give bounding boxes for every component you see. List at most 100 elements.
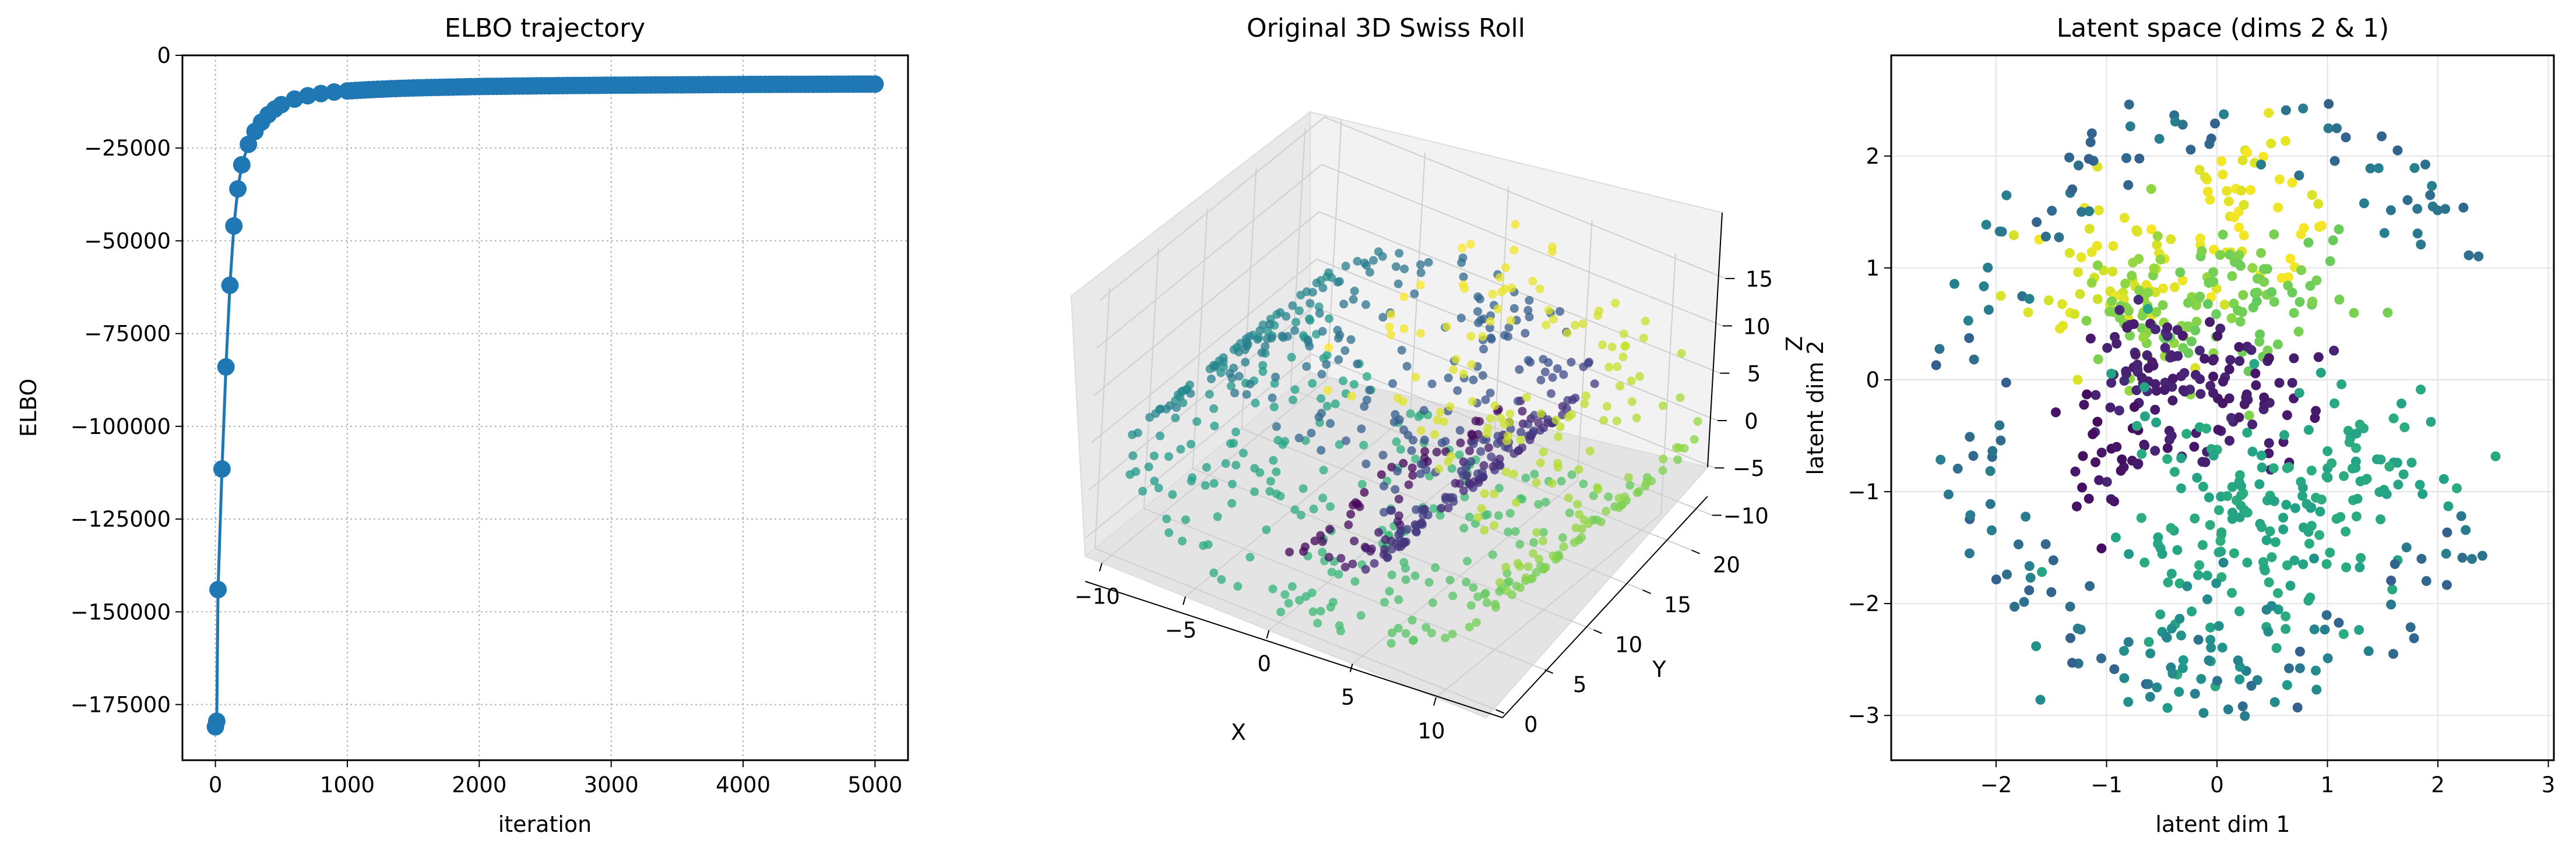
latent-point [2167, 396, 2178, 405]
swiss-roll-point [1516, 428, 1525, 437]
swiss-roll-point [1459, 524, 1469, 533]
latent-point [2073, 267, 2083, 277]
swiss-roll-point [1201, 481, 1210, 490]
swiss-roll-point [1386, 310, 1396, 319]
swiss-roll-point [1593, 483, 1602, 492]
swiss-roll-point [1276, 608, 1286, 617]
swiss-roll-point [1524, 431, 1533, 440]
swiss-roll-point [1416, 469, 1425, 478]
latent-point [2205, 195, 2215, 205]
swiss-roll-point [1285, 548, 1294, 557]
swiss-roll-point [1502, 586, 1511, 595]
elbo-marker [229, 180, 247, 198]
y-tick [1495, 709, 1505, 714]
latent-point [2195, 291, 2205, 302]
latent-point [2295, 297, 2305, 307]
latent-x-tick-label: −1 [2091, 772, 2123, 797]
latent-point [2128, 257, 2138, 268]
elbo-marker [325, 83, 343, 101]
latent-point [2272, 339, 2283, 350]
latent-point [2136, 513, 2146, 523]
swiss-roll-point [1305, 314, 1314, 323]
swiss-roll-point [1459, 369, 1468, 379]
swiss-roll-point [1209, 404, 1219, 413]
latent-point [2065, 601, 2075, 612]
latent-point [2238, 290, 2248, 300]
latent-point [1981, 220, 1991, 230]
latent-point [2160, 377, 2170, 388]
swiss-roll-point [1469, 375, 1478, 384]
latent-point [2193, 634, 2204, 645]
elbo-marker [286, 90, 304, 108]
swiss-roll-point [1308, 379, 1317, 388]
latent-point [2278, 513, 2289, 523]
swiss-roll-point [1305, 341, 1314, 351]
swiss-roll-point [1539, 564, 1549, 574]
swiss-roll-point [1483, 598, 1491, 608]
latent-point [2162, 322, 2173, 333]
latent-point [2142, 350, 2152, 361]
swiss-roll-point [1467, 360, 1476, 369]
latent-point [2165, 435, 2174, 445]
swiss-roll-point [1350, 577, 1360, 586]
swiss-roll-point [1530, 470, 1539, 479]
latent-point [2341, 132, 2351, 143]
swiss-roll-point [1251, 398, 1260, 408]
swiss-roll-point [1504, 323, 1514, 332]
latent-y-tick-label: 0 [1866, 368, 1880, 393]
swiss-roll-point [1416, 260, 1425, 269]
swiss-roll-point [1480, 590, 1489, 599]
latent-point [2295, 647, 2305, 657]
latent-point [2001, 377, 2011, 388]
swiss-roll-point [1406, 409, 1415, 418]
latent-point [1985, 499, 1996, 509]
latent-point [2285, 580, 2296, 591]
swiss-roll-point [1339, 376, 1347, 386]
latent-point [2202, 594, 2212, 605]
elbo-x-label: iteration [498, 811, 592, 837]
latent-point [2067, 184, 2078, 195]
latent-point [2329, 398, 2339, 408]
latent-point [2152, 231, 2163, 241]
swiss-roll-point [1344, 520, 1353, 530]
latent-point [2233, 206, 2244, 217]
latent-point [2477, 550, 2487, 561]
swiss-roll-point [1245, 379, 1255, 389]
elbo-y-tick-label: −75000 [84, 322, 171, 347]
swiss-roll-point [1486, 414, 1495, 423]
swiss-roll-point [1349, 500, 1357, 510]
elbo-marker [209, 581, 227, 599]
swiss-roll-point [1444, 503, 1453, 513]
latent-point [2123, 637, 2134, 647]
latent-point [2225, 436, 2234, 446]
swiss-roll-point [1416, 268, 1426, 277]
latent-point [2204, 492, 2214, 503]
latent-point [1934, 344, 1945, 354]
y-tick-label: 0 [1524, 712, 1538, 737]
latent-point [2269, 697, 2280, 707]
latent-point [2392, 145, 2403, 156]
latent-point [1996, 291, 2006, 301]
latent-point [2223, 196, 2234, 207]
swiss-roll-point [1602, 402, 1611, 411]
latent-point [2076, 252, 2086, 263]
swiss-roll-point [1490, 489, 1499, 499]
latent-point [2222, 491, 2233, 501]
swiss-roll-point [1221, 459, 1230, 468]
latent-point [2024, 585, 2035, 595]
latent-point [2070, 309, 2080, 319]
latent-point [2205, 317, 2215, 327]
swiss-roll-point [1388, 628, 1396, 637]
swiss-roll-point [1457, 258, 1466, 267]
swiss-roll-point [1409, 436, 1417, 445]
swiss-roll-point [1515, 539, 1525, 549]
swiss-roll-point [1399, 458, 1408, 468]
latent-point [2218, 170, 2228, 180]
swiss-roll-point [1447, 464, 1456, 473]
latent-point [2332, 123, 2342, 133]
swiss-roll-point [1284, 599, 1293, 608]
swiss-roll-point [1501, 563, 1511, 572]
latent-x-label: latent dim 1 [2155, 811, 2290, 837]
latent-point [2339, 471, 2349, 481]
swiss-roll-point [1128, 430, 1137, 439]
